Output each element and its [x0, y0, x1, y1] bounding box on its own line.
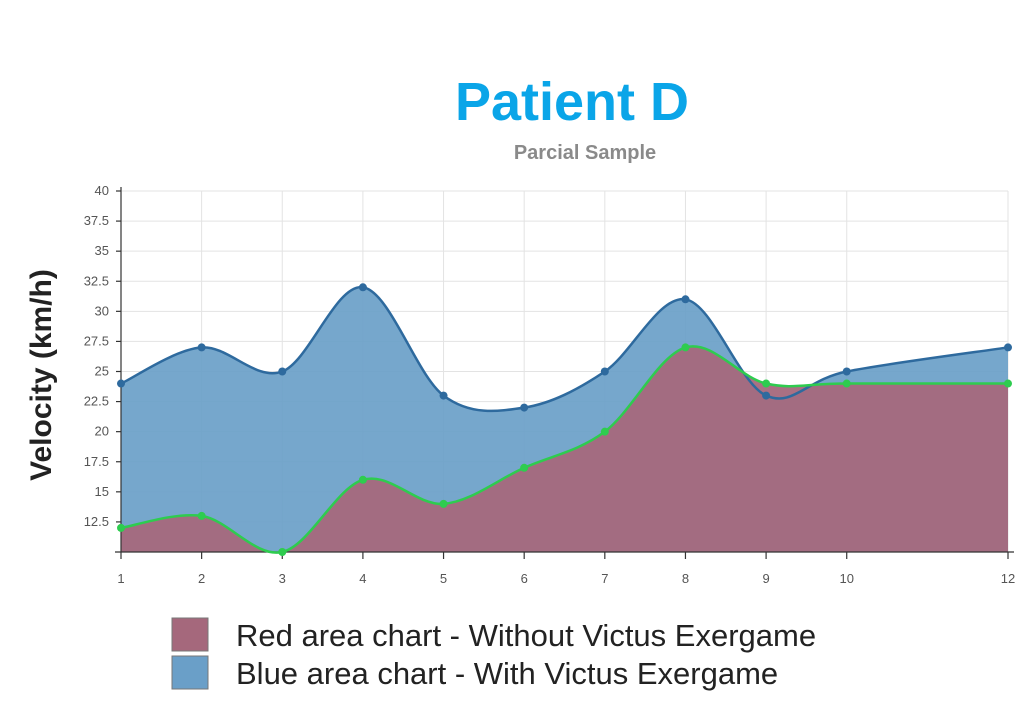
x-tick-label: 2	[198, 571, 205, 586]
y-tick-label: 32.5	[84, 273, 109, 288]
blue-data-point	[439, 391, 448, 400]
chart-subtitle: Parcial Sample	[514, 142, 656, 164]
red-data-point	[520, 463, 529, 472]
blue-data-point	[762, 391, 771, 400]
y-tick-label: 37.5	[84, 213, 109, 228]
blue-data-point	[117, 379, 125, 388]
red-data-point	[762, 379, 771, 388]
markers	[117, 283, 1012, 556]
x-tick-label: 10	[839, 571, 853, 586]
blue-data-point	[681, 295, 690, 304]
blue-legend-swatch	[171, 655, 209, 690]
y-tick-label: 40	[95, 183, 109, 198]
areas	[121, 287, 1008, 553]
x-tick-label: 3	[279, 571, 286, 586]
red-data-point	[358, 475, 367, 484]
y-axis-label: Velocity (km/h)	[25, 269, 58, 481]
blue-data-point	[600, 367, 609, 376]
red-data-point	[439, 499, 448, 508]
red-legend-swatch	[171, 617, 209, 652]
y-tick-label: 17.5	[84, 454, 109, 469]
red-data-point	[117, 523, 125, 532]
blue-data-point	[278, 367, 287, 376]
blue-data-point	[197, 343, 206, 352]
x-tick-label: 1	[117, 571, 124, 586]
red-data-point	[1004, 379, 1012, 388]
x-tick-label: 6	[521, 571, 528, 586]
y-tick-label: 30	[95, 303, 109, 318]
x-tick-label: 12	[1001, 571, 1015, 586]
blue-data-point	[520, 403, 529, 412]
red-series-line	[120, 345, 1008, 554]
red-data-point	[681, 343, 690, 352]
x-tick-label: 9	[762, 571, 769, 586]
y-tick-label: 35	[95, 243, 109, 258]
legend: Red area chart - Without Victus Exergame…	[171, 617, 816, 691]
y-tick-label: 20	[95, 424, 109, 439]
chart-title: Patient D	[455, 72, 689, 132]
x-tick-label: 5	[440, 571, 447, 586]
blue-data-point	[842, 367, 851, 376]
blue-data-point	[1004, 343, 1012, 352]
blue-data-point	[358, 283, 367, 292]
red-data-point	[842, 379, 851, 388]
y-tick-label: 27.5	[84, 333, 109, 348]
y-tick-label: 22.5	[84, 394, 109, 409]
x-tick-label: 8	[682, 571, 689, 586]
axes	[115, 187, 1014, 559]
blue-legend-label: Blue area chart - With Victus Exergame	[236, 656, 778, 691]
red-data-point	[197, 511, 206, 520]
red-legend-label: Red area chart - Without Victus Exergame	[236, 618, 816, 653]
y-tick-label: 12.5	[84, 514, 109, 529]
red-data-point	[600, 427, 609, 436]
x-tick-label: 4	[359, 571, 366, 586]
y-tick-label: 25	[95, 364, 109, 379]
red-data-point	[278, 548, 287, 556]
y-tick-label: 15	[95, 484, 109, 499]
x-tick-label: 7	[601, 571, 608, 586]
